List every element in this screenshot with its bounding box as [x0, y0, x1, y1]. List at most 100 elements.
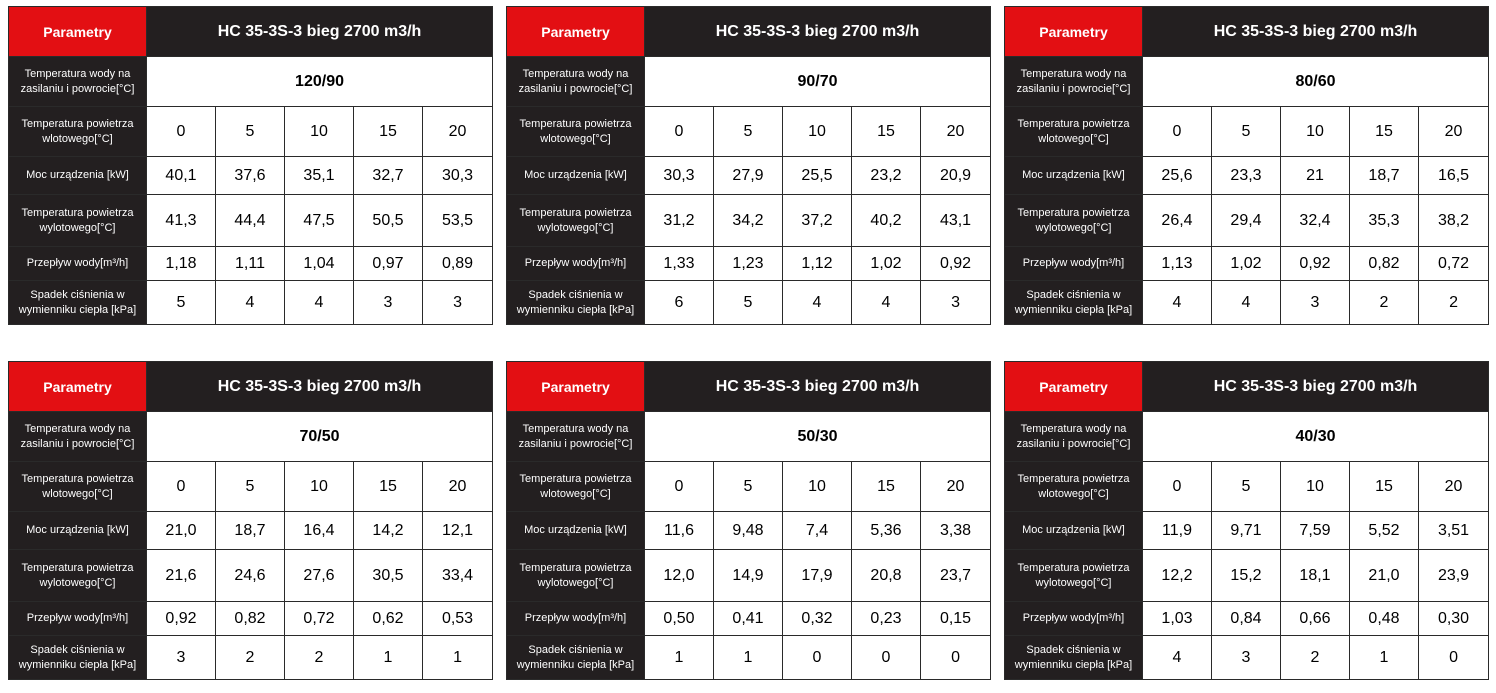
table-row: Przepływ wody[m³/h] 1,13 1,02 0,92 0,82 0,72 — [1004, 246, 1490, 281]
power-label: Moc urządzenia [kW] — [506, 156, 645, 195]
table-row: Spadek ciśnienia w wymienniku ciepła [kP… — [506, 280, 992, 325]
pressure-drop-cell: 4 — [215, 280, 285, 325]
pressure-drop-cell: 4 — [851, 280, 921, 325]
water-flow-cell: 1,13 — [1142, 246, 1212, 281]
pressure-drop-cell: 0 — [1417, 635, 1490, 680]
power-cell: 32,7 — [353, 156, 423, 195]
outlet-air-temp-cell: 27,6 — [284, 549, 354, 602]
pressure-drop-cell: 0 — [919, 635, 992, 680]
pressure-drop-label: Spadek ciśnienia w wymienniku ciepła [kP… — [1004, 635, 1143, 680]
table-row: Temperatura powietrza wylotowego[°C] 26,4… — [1004, 194, 1490, 247]
pressure-drop-cell: 2 — [1349, 280, 1419, 325]
pressure-drop-cell: 3 — [146, 635, 216, 680]
inlet-air-temp-cell: 5 — [1211, 106, 1281, 157]
power-cell: 30,3 — [644, 156, 714, 195]
table-row: Spadek ciśnienia w wymienniku ciepła [kP… — [1004, 635, 1490, 680]
power-cell: 12,1 — [421, 511, 494, 550]
outlet-air-temp-cell: 53,5 — [421, 194, 494, 247]
water-flow-cell: 0,82 — [215, 601, 285, 636]
water-flow-cell: 1,33 — [644, 246, 714, 281]
inlet-air-temp-cell: 5 — [713, 461, 783, 512]
inlet-air-temp-cell: 5 — [1211, 461, 1281, 512]
water-flow-cell: 0,92 — [919, 246, 992, 281]
pressure-drop-cell: 4 — [1142, 280, 1212, 325]
power-cell: 3,51 — [1417, 511, 1490, 550]
pressure-drop-cell: 4 — [284, 280, 354, 325]
inlet-air-temp-label: Temperatura powietrza wlotowego[°C] — [1004, 461, 1143, 512]
parametry-header: Parametry — [506, 361, 645, 412]
inlet-air-temp-cell: 20 — [919, 461, 992, 512]
inlet-air-temp-cell: 15 — [1349, 106, 1419, 157]
table-row: Przepływ wody[m³/h] 0,50 0,41 0,32 0,23 0,15 — [506, 601, 992, 636]
power-cell: 20,9 — [919, 156, 992, 195]
power-cell: 16,5 — [1417, 156, 1490, 195]
inlet-air-temp-cell: 5 — [215, 461, 285, 512]
pressure-drop-cell: 5 — [713, 280, 783, 325]
table-row: Temperatura powietrza wlotowego[°C] 0 5 10 1… — [1004, 106, 1490, 157]
outlet-air-temp-label: Temperatura powietrza wylotowego[°C] — [1004, 194, 1143, 247]
table-row: Temperatura powietrza wylotowego[°C] 12,0… — [506, 549, 992, 602]
pressure-drop-cell: 4 — [782, 280, 852, 325]
pressure-drop-cell: 5 — [146, 280, 216, 325]
water-flow-cell: 0,32 — [782, 601, 852, 636]
outlet-air-temp-cell: 44,4 — [215, 194, 285, 247]
table-row: Temperatura powietrza wylotowego[°C] 41,3… — [8, 194, 494, 247]
power-cell: 5,36 — [851, 511, 921, 550]
inlet-air-temp-cell: 15 — [851, 106, 921, 157]
outlet-air-temp-cell: 50,5 — [353, 194, 423, 247]
outlet-air-temp-cell: 43,1 — [919, 194, 992, 247]
model-header: HC 35-3S-3 bieg 2700 m3/h — [145, 361, 494, 412]
inlet-air-temp-cell: 20 — [421, 106, 494, 157]
spec-table-3: Parametry HC 35-3S-3 bieg 2700 m3/h Temper… — [1004, 6, 1490, 325]
outlet-air-temp-cell: 23,7 — [919, 549, 992, 602]
spec-table-4: Parametry HC 35-3S-3 bieg 2700 m3/h Temper… — [8, 361, 494, 680]
pressure-drop-label: Spadek ciśnienia w wymienniku ciepła [kP… — [506, 280, 645, 325]
power-cell: 7,59 — [1280, 511, 1350, 550]
water-flow-label: Przepływ wody[m³/h] — [506, 246, 645, 281]
power-label: Moc urządzenia [kW] — [8, 511, 147, 550]
power-cell: 25,6 — [1142, 156, 1212, 195]
inlet-air-temp-cell: 0 — [644, 106, 714, 157]
table-row: Temperatura powietrza wlotowego[°C] 0 5 10 1… — [506, 461, 992, 512]
water-flow-cell: 0,92 — [1280, 246, 1350, 281]
water-flow-cell: 1,23 — [713, 246, 783, 281]
water-flow-cell: 0,48 — [1349, 601, 1419, 636]
power-label: Moc urządzenia [kW] — [506, 511, 645, 550]
pressure-drop-cell: 2 — [215, 635, 285, 680]
inlet-air-temp-cell: 15 — [851, 461, 921, 512]
water-temp-label: Temperatura wody na zasilaniu i powrocie… — [506, 411, 645, 462]
water-flow-label: Przepływ wody[m³/h] — [506, 601, 645, 636]
pressure-drop-cell: 4 — [1142, 635, 1212, 680]
power-cell: 18,7 — [215, 511, 285, 550]
water-flow-cell: 0,84 — [1211, 601, 1281, 636]
parametry-header: Parametry — [1004, 6, 1143, 57]
outlet-air-temp-label: Temperatura powietrza wylotowego[°C] — [8, 194, 147, 247]
water-temp-label: Temperatura wody na zasilaniu i powrocie… — [1004, 411, 1143, 462]
inlet-air-temp-cell: 10 — [284, 106, 354, 157]
inlet-air-temp-cell: 0 — [146, 461, 216, 512]
pressure-drop-cell: 3 — [421, 280, 494, 325]
pressure-drop-cell: 3 — [919, 280, 992, 325]
inlet-air-temp-label: Temperatura powietrza wlotowego[°C] — [1004, 106, 1143, 157]
power-cell: 3,38 — [919, 511, 992, 550]
table-row: Spadek ciśnienia w wymienniku ciepła [kP… — [8, 635, 494, 680]
water-temp-value: 70/50 — [145, 411, 494, 462]
water-temp-value: 120/90 — [145, 56, 494, 107]
outlet-air-temp-cell: 21,0 — [1349, 549, 1419, 602]
water-temp-value: 40/30 — [1141, 411, 1490, 462]
power-label: Moc urządzenia [kW] — [1004, 156, 1143, 195]
water-flow-cell: 0,97 — [353, 246, 423, 281]
water-flow-cell: 0,72 — [1417, 246, 1490, 281]
model-header: HC 35-3S-3 bieg 2700 m3/h — [1141, 6, 1490, 57]
power-cell: 21,0 — [146, 511, 216, 550]
water-temp-label: Temperatura wody na zasilaniu i powrocie… — [8, 411, 147, 462]
water-flow-label: Przepływ wody[m³/h] — [8, 601, 147, 636]
water-flow-label: Przepływ wody[m³/h] — [1004, 246, 1143, 281]
outlet-air-temp-cell: 38,2 — [1417, 194, 1490, 247]
inlet-air-temp-cell: 20 — [421, 461, 494, 512]
water-flow-cell: 0,82 — [1349, 246, 1419, 281]
outlet-air-temp-cell: 32,4 — [1280, 194, 1350, 247]
water-flow-cell: 1,04 — [284, 246, 354, 281]
outlet-air-temp-cell: 29,4 — [1211, 194, 1281, 247]
pressure-drop-cell: 4 — [1211, 280, 1281, 325]
